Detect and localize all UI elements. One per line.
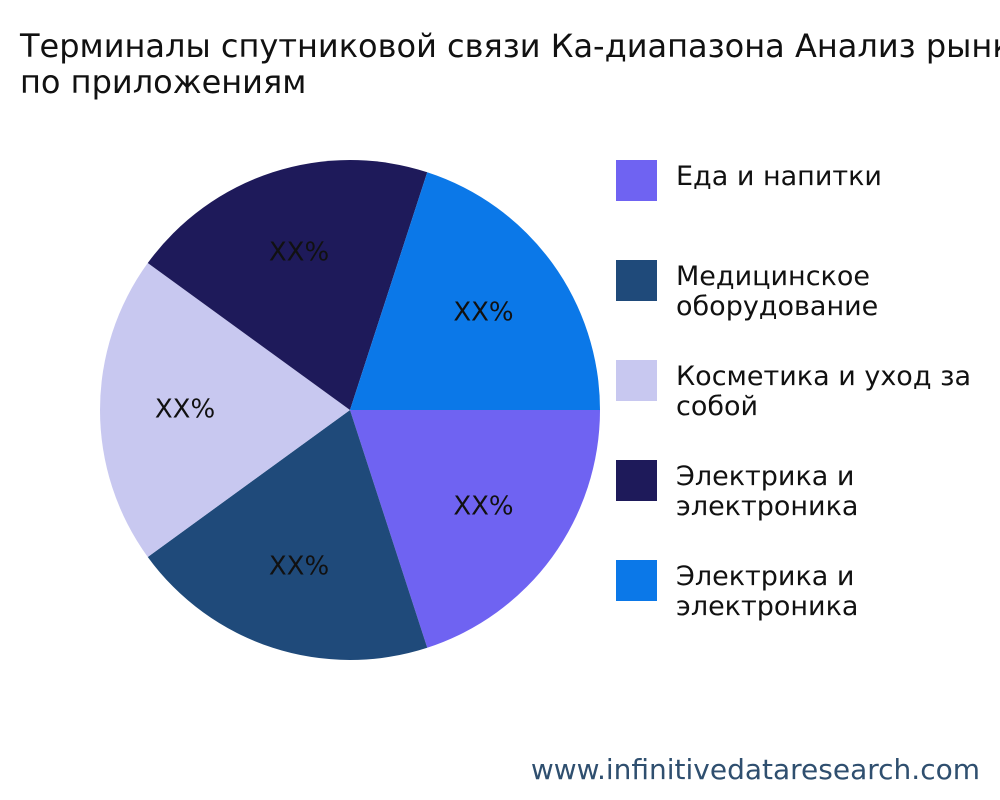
legend-label: Электрика и электроника — [676, 561, 859, 622]
legend-label: Медицинское оборудование — [676, 261, 879, 322]
legend-label: Еда и напитки — [676, 161, 882, 192]
chart-title: Терминалы спутниковой связи Ка-диапазона… — [20, 27, 1000, 101]
pie-slice — [350, 172, 600, 410]
pie-slice — [147, 160, 428, 410]
legend-swatch — [616, 260, 657, 301]
legend-label: Электрика и электроника — [676, 461, 859, 522]
legend-swatch — [616, 160, 657, 201]
data-label: XX% — [269, 238, 329, 268]
pie-slice — [147, 410, 428, 660]
data-label: XX% — [453, 491, 513, 521]
legend-swatch — [616, 360, 657, 401]
source: www.infinitivedataresearch.com — [530, 753, 980, 786]
data-label: XX% — [155, 395, 215, 425]
data-label: XX% — [453, 298, 513, 328]
legend-label: Косметика и уход за собой — [676, 361, 971, 422]
legend-swatch — [616, 460, 657, 501]
pie-slice — [100, 263, 350, 557]
pie-slice — [350, 410, 600, 648]
legend-swatch — [616, 560, 657, 601]
data-label: XX% — [269, 551, 329, 581]
